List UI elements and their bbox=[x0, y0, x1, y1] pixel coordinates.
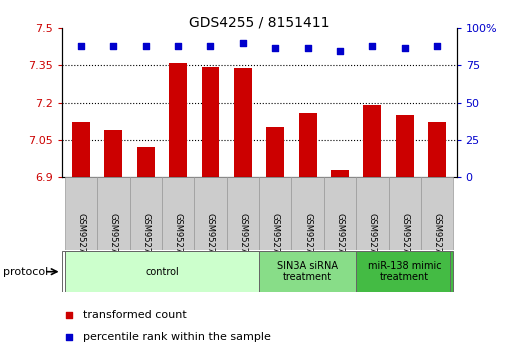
Text: control: control bbox=[145, 267, 179, 277]
Text: GSM952745: GSM952745 bbox=[336, 213, 345, 264]
Point bbox=[65, 334, 73, 339]
Bar bbox=[364, 105, 381, 177]
Bar bbox=[396, 115, 413, 177]
Point bbox=[368, 43, 377, 49]
Bar bbox=[169, 63, 187, 177]
Bar bbox=[259, 177, 291, 250]
Text: GSM952751: GSM952751 bbox=[432, 213, 442, 264]
Text: percentile rank within the sample: percentile rank within the sample bbox=[83, 332, 271, 342]
Text: transformed count: transformed count bbox=[83, 310, 187, 320]
Bar bbox=[324, 177, 356, 250]
Bar bbox=[421, 177, 453, 250]
Text: GSM952740: GSM952740 bbox=[76, 213, 86, 264]
Bar bbox=[105, 130, 122, 177]
Bar bbox=[291, 177, 324, 250]
Bar bbox=[202, 67, 220, 177]
Bar bbox=[356, 251, 453, 292]
Text: SIN3A siRNA
treatment: SIN3A siRNA treatment bbox=[277, 261, 338, 282]
Bar bbox=[194, 177, 227, 250]
Bar bbox=[388, 177, 421, 250]
Text: miR-138 mimic
treatment: miR-138 mimic treatment bbox=[368, 261, 442, 282]
Point bbox=[304, 45, 312, 51]
Bar bbox=[130, 177, 162, 250]
Text: GSM952749: GSM952749 bbox=[368, 213, 377, 264]
Point bbox=[77, 43, 85, 49]
Point bbox=[109, 43, 117, 49]
Text: GDS4255 / 8151411: GDS4255 / 8151411 bbox=[189, 16, 329, 30]
Text: GSM952747: GSM952747 bbox=[206, 213, 215, 264]
Text: GSM952746: GSM952746 bbox=[173, 213, 183, 264]
Point bbox=[206, 43, 214, 49]
Bar bbox=[227, 177, 259, 250]
Point bbox=[142, 43, 150, 49]
Bar bbox=[331, 170, 349, 177]
Point bbox=[239, 40, 247, 46]
Bar bbox=[65, 251, 259, 292]
Bar bbox=[65, 177, 97, 250]
Point bbox=[174, 43, 182, 49]
Bar bbox=[97, 177, 130, 250]
Text: GSM952744: GSM952744 bbox=[303, 213, 312, 264]
Bar bbox=[356, 177, 388, 250]
Text: GSM952750: GSM952750 bbox=[400, 213, 409, 264]
Point bbox=[433, 43, 441, 49]
Point bbox=[271, 45, 280, 51]
Text: GSM952742: GSM952742 bbox=[141, 213, 150, 264]
Point bbox=[65, 312, 73, 318]
Text: GSM952743: GSM952743 bbox=[271, 213, 280, 264]
Text: protocol: protocol bbox=[3, 267, 48, 277]
Bar bbox=[137, 147, 154, 177]
Bar bbox=[428, 122, 446, 177]
Bar bbox=[162, 177, 194, 250]
Bar bbox=[72, 122, 90, 177]
Text: GSM952748: GSM952748 bbox=[239, 213, 247, 264]
Bar bbox=[259, 251, 356, 292]
Text: GSM952741: GSM952741 bbox=[109, 213, 118, 264]
Bar bbox=[234, 68, 252, 177]
Point bbox=[401, 45, 409, 51]
Bar bbox=[299, 113, 317, 177]
Bar bbox=[266, 127, 284, 177]
Point bbox=[336, 48, 344, 53]
